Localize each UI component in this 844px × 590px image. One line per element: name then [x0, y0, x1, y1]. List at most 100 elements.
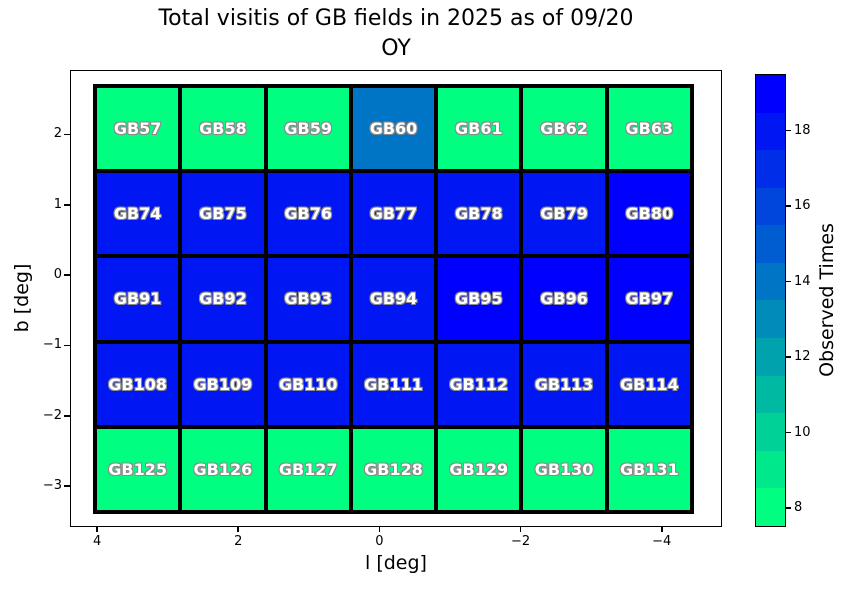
field-cell-label: GB79: [540, 204, 588, 224]
colorbar: [755, 74, 786, 527]
field-cell-label: GB74: [113, 204, 162, 224]
colorbar-band-12: [756, 338, 785, 376]
field-cell-GB79: GB79: [523, 173, 605, 255]
x-tick-label: 2: [234, 534, 243, 549]
field-cell-GB62: GB62: [523, 88, 605, 170]
field-cell-GB80: GB80: [608, 173, 690, 255]
field-cell-label: GB77: [369, 204, 418, 224]
field-cell-label: GB93: [284, 289, 332, 309]
field-cell-GB113: GB113: [523, 343, 605, 425]
y-tick-label: −3: [42, 478, 62, 494]
field-cell-label: GB62: [540, 119, 588, 139]
field-cell-GB74: GB74: [97, 173, 179, 255]
colorbar-tick-label: 18: [794, 122, 811, 138]
field-cell-GB78: GB78: [438, 173, 520, 255]
y-tick-mark: [64, 415, 70, 417]
x-tick-label: −2: [510, 534, 531, 549]
x-tick-mark: [96, 527, 98, 532]
y-tick-mark: [64, 485, 70, 487]
field-cell-label: GB80: [625, 204, 674, 224]
colorbar-band-17: [756, 150, 785, 188]
field-grid: GB57 GB58 GB59 GB60 GB61 GB62 GB63 GB74 GB75 GB76…: [93, 84, 694, 514]
chart-title-line2: OY: [381, 35, 411, 61]
colorbar-tick-mark: [785, 129, 791, 132]
field-cell-GB60: GB60: [352, 88, 435, 170]
field-cell-GB129: GB129: [438, 428, 520, 510]
field-cell-label: GB114: [619, 374, 679, 394]
field-cell-label: GB91: [113, 289, 162, 309]
colorbar-tick-mark: [785, 280, 791, 283]
colorbar-tick-label: 8: [794, 500, 803, 516]
field-cell-GB127: GB127: [267, 428, 349, 510]
x-tick-mark: [660, 527, 663, 532]
colorbar-tick-label: 16: [794, 198, 811, 214]
colorbar-band-11: [756, 375, 785, 414]
field-cell-label: GB126: [193, 459, 253, 479]
x-tick-label: −4: [652, 534, 672, 549]
chart-title: Total visitis of GB fields in 2025 as of…: [70, 4, 722, 63]
field-cell-label: GB57: [113, 119, 162, 139]
field-cell-GB110: GB110: [267, 343, 349, 425]
colorbar-tick-mark: [785, 507, 791, 509]
field-cell-label: GB78: [454, 204, 503, 224]
field-cell-label: GB110: [278, 374, 338, 394]
colorbar-tick-label: 14: [794, 273, 811, 289]
colorbar-band-18: [756, 112, 785, 151]
y-tick-label: −1: [42, 337, 62, 353]
field-cell-label: GB92: [199, 289, 247, 309]
field-cell-label: GB97: [625, 289, 674, 309]
field-cell-label: GB130: [534, 459, 594, 479]
field-cell-label: GB63: [625, 119, 674, 139]
y-tick-mark: [64, 274, 70, 276]
y-tick-mark: [64, 133, 70, 136]
y-tick-label: 2: [53, 126, 62, 142]
y-tick-label: −2: [42, 407, 62, 423]
field-cell-label: GB61: [454, 119, 503, 139]
field-cell-GB95: GB95: [438, 258, 520, 340]
field-cell-label: GB95: [454, 289, 503, 309]
field-cell-label: GB109: [193, 374, 253, 394]
field-cell-GB76: GB76: [267, 173, 349, 255]
colorbar-band-9: [756, 450, 785, 489]
colorbar-tick-label: 10: [794, 424, 811, 440]
field-cell-label: GB59: [284, 119, 332, 139]
x-tick-mark: [378, 527, 381, 532]
field-cell-GB126: GB126: [182, 428, 264, 510]
field-cell-GB114: GB114: [608, 343, 690, 425]
colorbar-band-10: [756, 413, 785, 451]
field-cell-GB111: GB111: [352, 343, 435, 425]
field-cell-GB97: GB97: [608, 258, 690, 340]
field-cell-label: GB131: [619, 459, 679, 479]
x-axis-label: l [deg]: [365, 552, 427, 574]
field-cell-GB93: GB93: [267, 258, 349, 340]
x-tick-label: 0: [375, 534, 384, 549]
field-cell-label: GB76: [284, 204, 332, 224]
x-tick-mark: [519, 527, 522, 532]
colorbar-band-13: [756, 300, 785, 339]
field-cell-GB57: GB57: [97, 88, 179, 170]
field-cell-GB112: GB112: [438, 343, 520, 425]
x-tick-label: 4: [92, 534, 102, 549]
field-cell-label: GB129: [449, 459, 509, 479]
field-cell-GB94: GB94: [352, 258, 435, 340]
field-cell-label: GB108: [108, 374, 167, 394]
field-cell-GB58: GB58: [182, 88, 264, 170]
field-cell-label: GB111: [364, 374, 423, 394]
field-cell-label: GB96: [540, 289, 588, 309]
colorbar-tick-label: 12: [794, 349, 811, 365]
field-cell-label: GB127: [278, 459, 338, 479]
colorbar-band-16: [756, 187, 785, 226]
field-cell-GB75: GB75: [182, 173, 264, 255]
colorbar-band-15: [756, 225, 785, 263]
field-cell-GB96: GB96: [523, 258, 605, 340]
field-cell-GB125: GB125: [97, 428, 179, 510]
field-cell-GB131: GB131: [608, 428, 690, 510]
field-cell-label: GB75: [199, 204, 247, 224]
field-cell-GB61: GB61: [438, 88, 520, 170]
field-cell-GB130: GB130: [523, 428, 605, 510]
field-cell-label: GB94: [369, 289, 418, 309]
field-cell-GB77: GB77: [352, 173, 435, 255]
field-cell-label: GB113: [534, 374, 594, 394]
field-cell-GB109: GB109: [182, 343, 264, 425]
